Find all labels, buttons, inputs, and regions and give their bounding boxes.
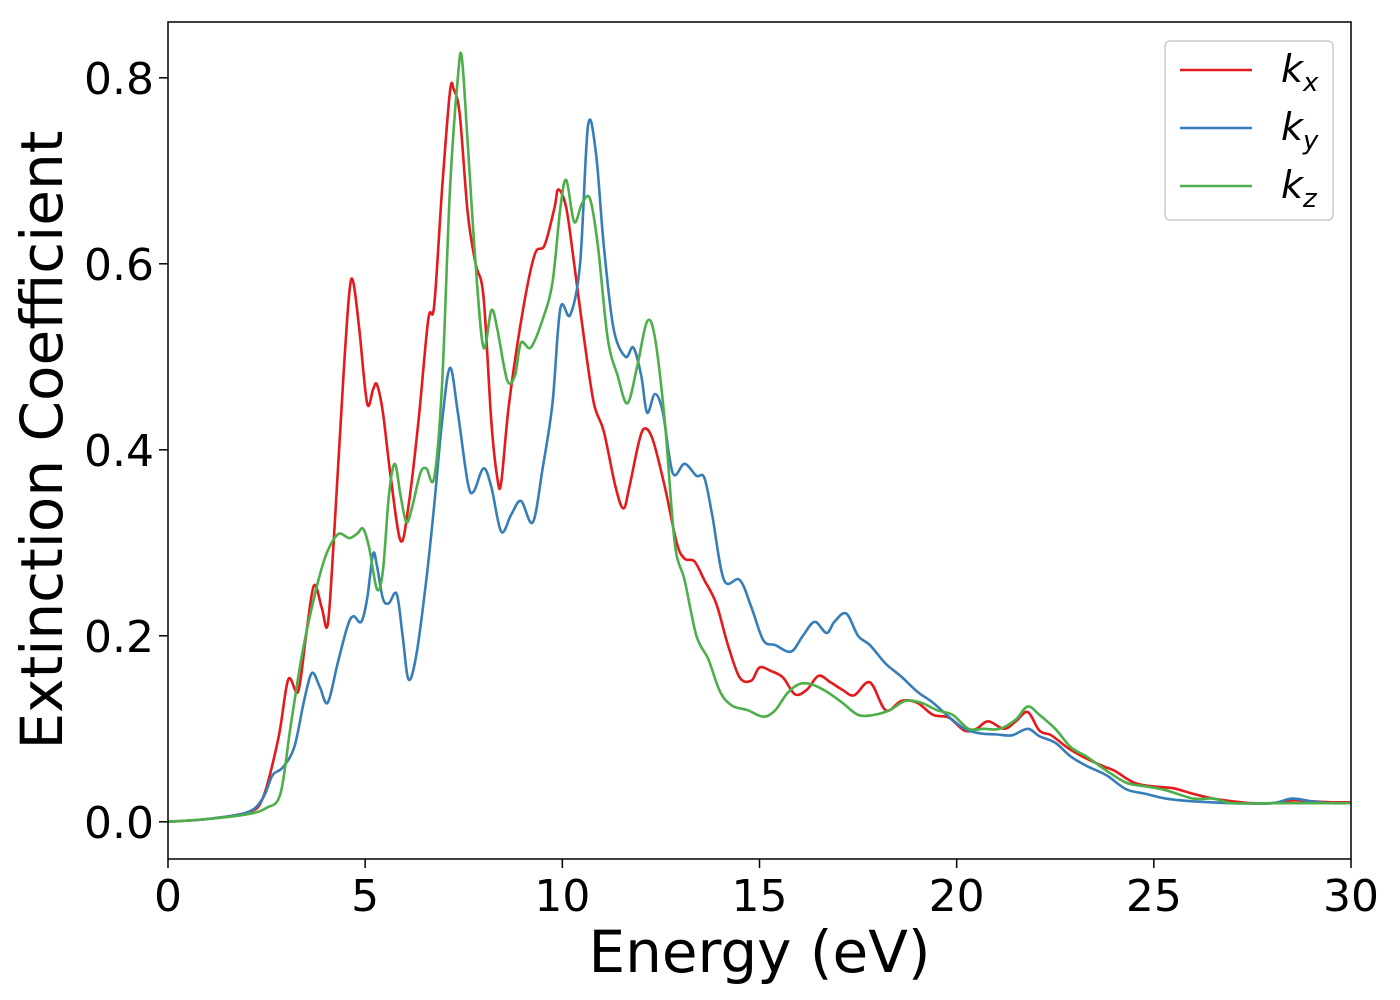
legend-label-kx: kx [1281,47,1319,98]
y-tick-label: 0.2 [84,612,154,663]
x-tick-label: 5 [351,871,379,922]
y-tick-label: 0.4 [84,426,154,477]
series-line-ky [168,118,1351,824]
series-line-kz [168,51,1351,824]
y-tick-label: 0.6 [84,240,154,291]
series-layer [168,51,1351,824]
x-tick-label: 25 [1126,871,1182,922]
y-axis-title: Extinction Coefficient [8,131,76,750]
x-tick-label: 15 [732,871,788,922]
y-tick-label: 0.0 [84,798,154,849]
legend-label-ky: ky [1281,105,1319,156]
y-axis: 0.0 0.2 0.4 0.6 0.8 [84,54,168,849]
legend-box [1164,40,1334,221]
y-tick-label: 0.8 [84,54,154,105]
x-tick-label: 0 [154,871,182,922]
x-tick-label: 20 [929,871,985,922]
x-tick-label: 30 [1323,871,1379,922]
x-axis-title: Energy (eV) [588,918,930,986]
x-axis: 0 5 10 15 20 25 30 [154,859,1379,922]
x-tick-label: 10 [534,871,590,922]
series-line-kx [168,81,1351,824]
